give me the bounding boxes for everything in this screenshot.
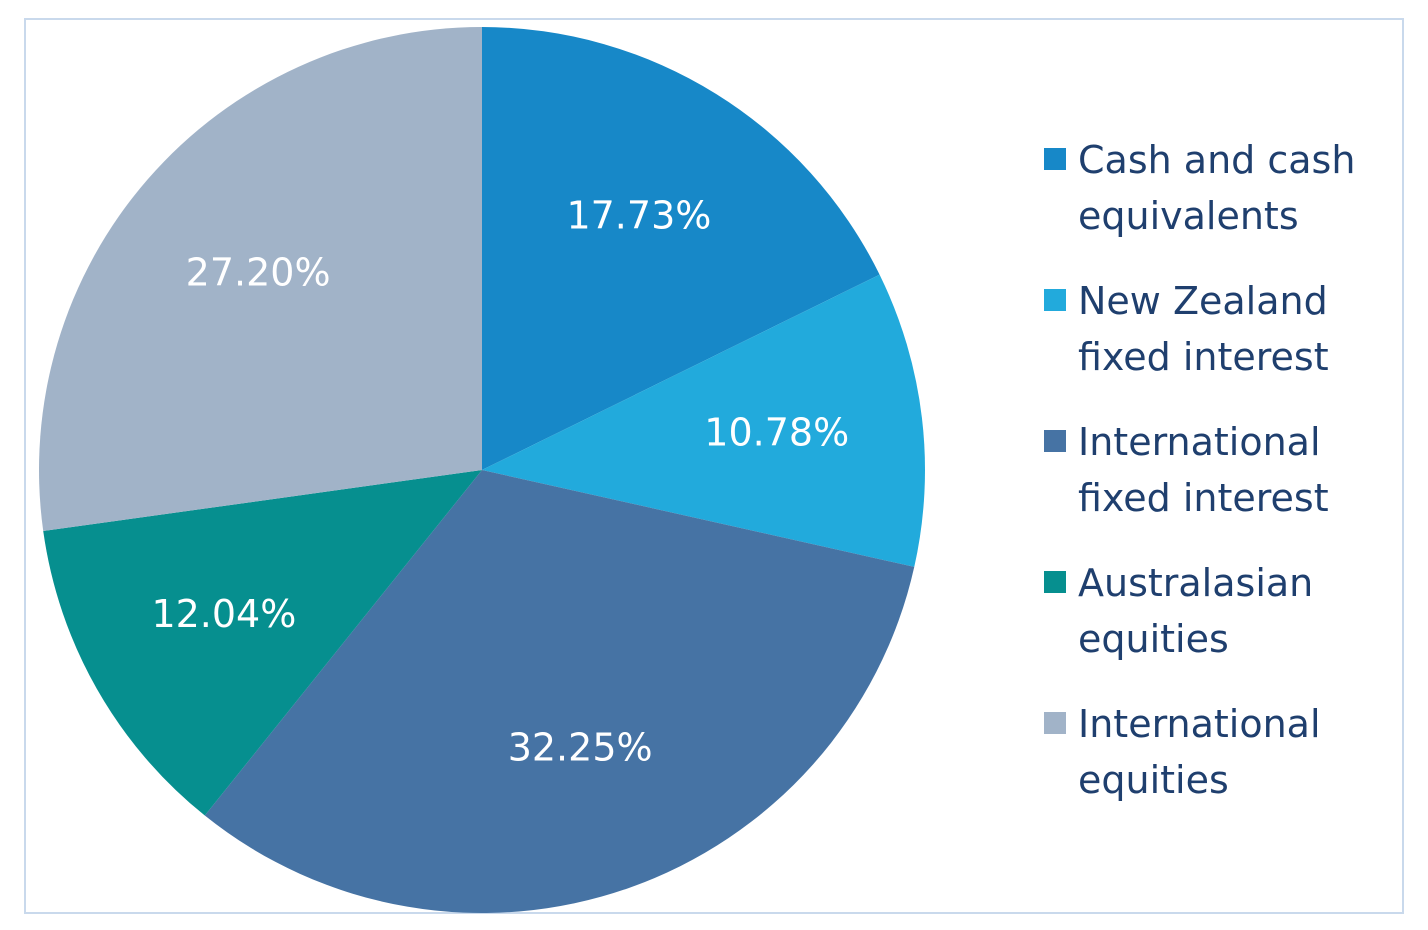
legend-swatch [1044,148,1066,170]
slice-value-label: 17.73% [566,194,711,238]
legend-item: Australasian equities [1044,555,1384,696]
pie-slice-5 [39,27,483,532]
legend-swatch [1044,289,1066,311]
legend-label: International equities [1078,702,1321,802]
legend-label: Australasian equities [1078,561,1314,661]
legend-item: New Zealand fixed interest [1044,273,1384,414]
legend-swatch [1044,712,1066,734]
chart-legend: Cash and cash equivalents New Zealand fix… [1044,132,1384,837]
legend-label: Cash and cash equivalents [1078,138,1356,238]
pie-slice-4 [43,470,483,816]
pie-slice-1 [482,27,880,470]
legend-item: Cash and cash equivalents [1044,132,1384,273]
slice-value-label: 32.25% [508,726,653,770]
legend-swatch [1044,430,1066,452]
slice-value-label: 12.04% [151,592,296,636]
legend-swatch [1044,571,1066,593]
legend-label: New Zealand fixed interest [1078,279,1329,379]
pie-slice-2 [482,274,926,567]
legend-label: International fixed interest [1078,420,1329,520]
pie-slice-labels: 17.73% 10.78% 32.25% 12.04% 27.20% [151,194,849,770]
slice-value-label: 10.78% [704,411,849,455]
legend-item: International fixed interest [1044,414,1384,555]
legend-item: International equities [1044,696,1384,837]
pie-slice-3 [204,470,915,914]
slice-value-label: 27.20% [186,251,331,295]
pie-slices [39,27,926,914]
